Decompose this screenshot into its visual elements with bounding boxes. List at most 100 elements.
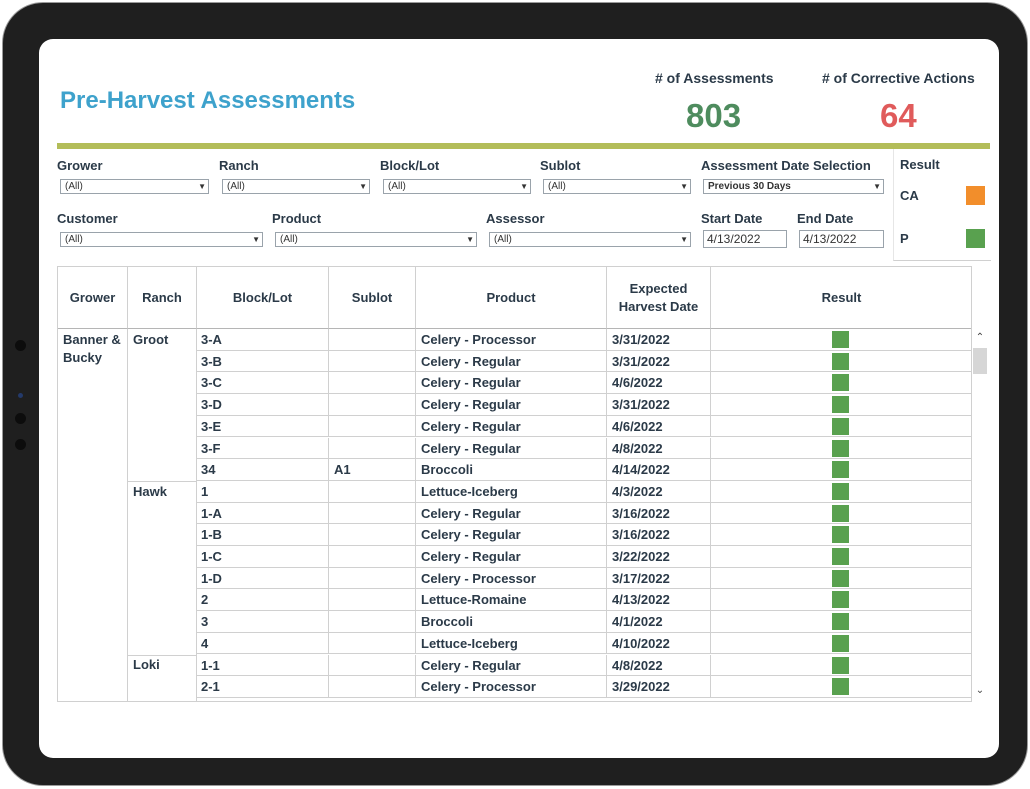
- sublot-filter-label: Sublot: [540, 158, 581, 173]
- result-mark[interactable]: [832, 417, 849, 435]
- result-mark[interactable]: [832, 569, 849, 587]
- customer-filter[interactable]: (All) ▼: [60, 232, 263, 247]
- result-mark[interactable]: [832, 331, 849, 348]
- result-mark[interactable]: [832, 482, 849, 500]
- product-cell: Celery - Regular: [416, 372, 607, 394]
- header-product[interactable]: Product: [416, 267, 607, 329]
- grower-group-banner-bucky: Banner & Bucky: [58, 331, 128, 367]
- table-row[interactable]: 3-C Celery - Regular 4/6/2022: [196, 372, 971, 395]
- sublot-cell: [329, 546, 416, 567]
- chevron-down-icon[interactable]: ▼: [680, 235, 688, 244]
- sublot-cell: [329, 502, 416, 524]
- result-mark[interactable]: [832, 439, 849, 457]
- chevron-down-icon[interactable]: ▼: [873, 182, 881, 191]
- table-row[interactable]: 1-D Celery - Processor 3/17/2022: [196, 567, 971, 590]
- chevron-down-icon[interactable]: ▼: [252, 235, 260, 244]
- ranch-group-separator: [128, 480, 196, 482]
- result-mark[interactable]: [832, 656, 849, 674]
- product-cell: Broccoli: [416, 459, 607, 480]
- header-grower[interactable]: Grower: [58, 267, 128, 329]
- scroll-up-icon[interactable]: ⌃: [975, 332, 985, 343]
- table-row[interactable]: 1-B Celery - Regular 3/16/2022: [196, 524, 971, 546]
- start-date-input[interactable]: 4/13/2022: [703, 230, 787, 248]
- result-mark[interactable]: [832, 504, 849, 522]
- table-row[interactable]: 2-1 Celery - Processor 3/29/2022: [196, 676, 971, 698]
- end-date-input[interactable]: 4/13/2022: [799, 230, 884, 248]
- dashboard-screen: Pre-Harvest Assessments # of Assessments…: [39, 39, 999, 758]
- result-mark[interactable]: [832, 548, 849, 565]
- result-mark[interactable]: [832, 396, 849, 414]
- table-scrollbar[interactable]: ⌃ ⌄: [972, 328, 988, 702]
- product-filter[interactable]: (All) ▼: [275, 232, 477, 247]
- result-cell: [711, 655, 971, 676]
- assessor-filter-label: Assessor: [486, 211, 545, 226]
- scrollbar-thumb[interactable]: [973, 348, 987, 374]
- result-cell: [711, 481, 971, 502]
- table-row[interactable]: 1-1 Celery - Regular 4/8/2022: [196, 654, 971, 677]
- table-row[interactable]: 3-B Celery - Regular 3/31/2022: [196, 350, 971, 373]
- product-filter-value: (All): [280, 234, 298, 245]
- scroll-down-icon[interactable]: ⌄: [975, 685, 985, 696]
- result-cell: [711, 438, 971, 459]
- grower-filter[interactable]: (All) ▼: [60, 179, 209, 194]
- header-sublot[interactable]: Sublot: [329, 267, 416, 329]
- header-expected-harvest-date[interactable]: Expected Harvest Date: [607, 267, 711, 329]
- result-mark[interactable]: [832, 613, 849, 631]
- header-grower-label: Grower: [69, 289, 116, 305]
- sublot-cell: [329, 654, 416, 676]
- customer-filter-value: (All): [65, 234, 83, 245]
- table-row[interactable]: 3-E Celery - Regular 4/6/2022: [196, 415, 971, 438]
- table-row[interactable]: 3 Broccoli 4/1/2022: [196, 611, 971, 633]
- legend-title: Result: [900, 157, 940, 172]
- table-row[interactable]: 1 Lettuce-Iceberg 4/3/2022: [196, 480, 971, 503]
- result-mark[interactable]: [832, 352, 849, 370]
- table-row[interactable]: 1-A Celery - Regular 3/16/2022: [196, 502, 971, 525]
- product-cell: Celery - Processor: [416, 329, 607, 350]
- chevron-down-icon[interactable]: ▼: [520, 182, 528, 191]
- result-mark[interactable]: [832, 678, 849, 696]
- result-cell: [711, 394, 971, 415]
- chevron-down-icon[interactable]: ▼: [466, 235, 474, 244]
- product-cell: Celery - Regular: [416, 546, 607, 567]
- result-cell: [711, 329, 971, 350]
- block-lot-cell: 4: [196, 632, 329, 654]
- result-mark[interactable]: [832, 374, 849, 392]
- table-row[interactable]: 34 A1 Broccoli 4/14/2022: [196, 459, 971, 481]
- expected-harvest-date-cell: 3/31/2022: [607, 350, 711, 372]
- result-mark[interactable]: [832, 461, 849, 479]
- header-block-lot[interactable]: Block/Lot: [197, 267, 329, 329]
- sublot-cell: A1: [329, 459, 416, 480]
- block-lot-cell: 34: [196, 459, 329, 480]
- result-mark[interactable]: [832, 634, 849, 652]
- result-cell: [711, 546, 971, 567]
- result-mark[interactable]: [832, 591, 849, 609]
- expected-harvest-date-cell: 3/16/2022: [607, 502, 711, 524]
- chevron-down-icon[interactable]: ▼: [359, 182, 367, 191]
- product-cell: Celery - Regular: [416, 502, 607, 524]
- legend-swatch-ca[interactable]: [966, 186, 985, 205]
- block-lot-cell: 1-1: [196, 654, 329, 676]
- date-selection-filter[interactable]: Previous 30 Days ▼: [703, 179, 884, 194]
- table-row[interactable]: 3-D Celery - Regular 3/31/2022: [196, 394, 971, 416]
- result-mark[interactable]: [832, 526, 849, 544]
- table-row[interactable]: 2 Lettuce-Romaine 4/13/2022: [196, 589, 971, 612]
- ranch-filter-value: (All): [227, 181, 245, 192]
- table-row[interactable]: 1-C Celery - Regular 3/22/2022: [196, 546, 971, 568]
- header-ranch[interactable]: Ranch: [128, 267, 197, 329]
- grower-column-divider: [127, 329, 128, 701]
- legend-swatch-p[interactable]: [966, 229, 985, 248]
- header-block-lot-label: Block/Lot: [232, 289, 293, 305]
- block-lot-filter[interactable]: (All) ▼: [383, 179, 531, 194]
- block-lot-cell: 3-D: [196, 394, 329, 415]
- table-row[interactable]: 4 Lettuce-Iceberg 4/10/2022: [196, 632, 971, 655]
- table-row[interactable]: 3-F Celery - Regular 4/8/2022: [196, 437, 971, 460]
- sublot-cell: [329, 676, 416, 697]
- table-row[interactable]: 3-A Celery - Processor 3/31/2022: [196, 329, 971, 351]
- assessor-filter[interactable]: (All) ▼: [489, 232, 691, 247]
- sublot-filter[interactable]: (All) ▼: [543, 179, 691, 194]
- chevron-down-icon[interactable]: ▼: [198, 182, 206, 191]
- header-result[interactable]: Result: [711, 267, 971, 329]
- chevron-down-icon[interactable]: ▼: [680, 182, 688, 191]
- ranch-filter[interactable]: (All) ▼: [222, 179, 370, 194]
- block-lot-cell: 2: [196, 589, 329, 611]
